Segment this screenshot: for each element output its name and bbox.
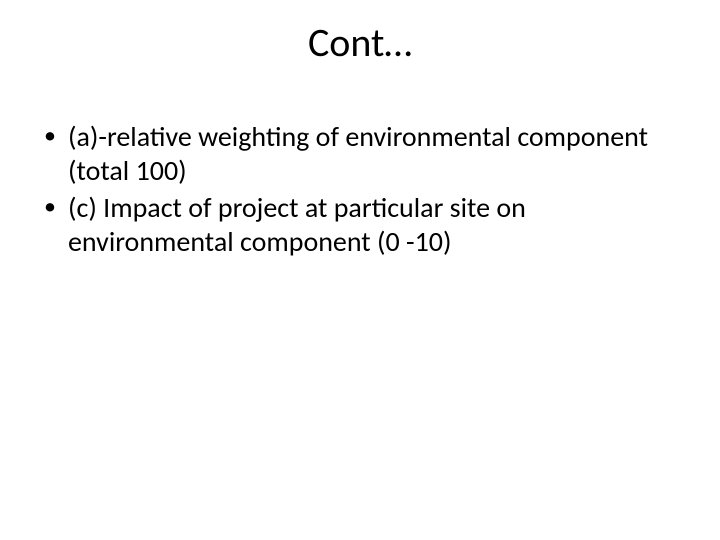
list-item: (a)-relative weighting of environmental … <box>40 120 680 187</box>
list-item: (c) Impact of project at particular site… <box>40 191 680 258</box>
slide: Cont… (a)-relative weighting of environm… <box>0 0 720 540</box>
bullet-list: (a)-relative weighting of environmental … <box>40 120 680 258</box>
slide-body: (a)-relative weighting of environmental … <box>40 120 680 262</box>
slide-title: Cont… <box>0 18 720 67</box>
